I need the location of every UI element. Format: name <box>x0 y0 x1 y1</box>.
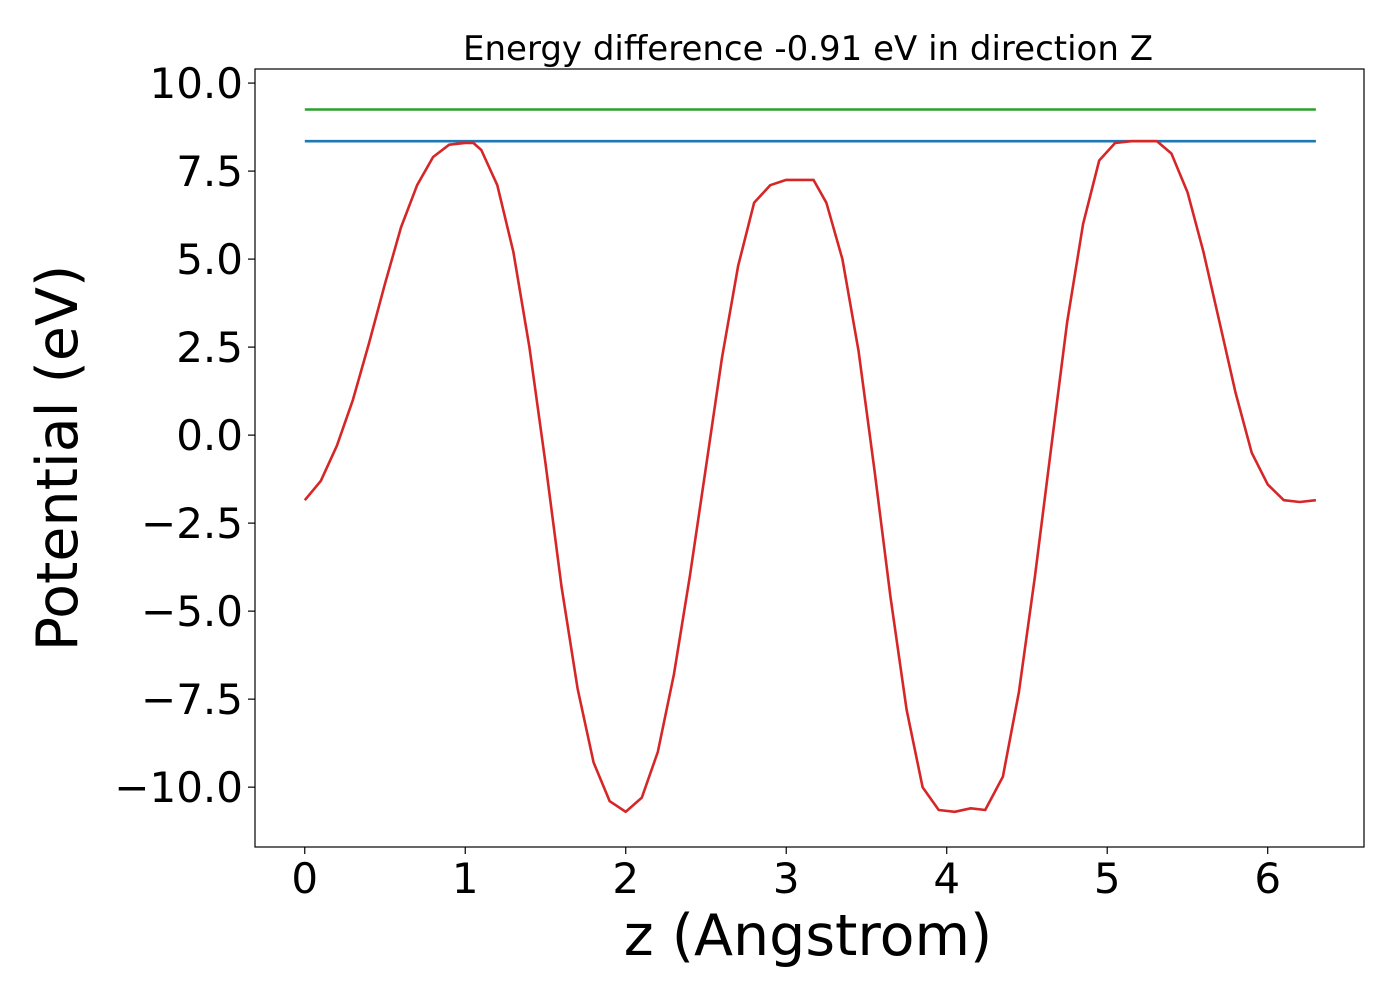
x-tick-label: 6 <box>1254 854 1281 903</box>
plot-area <box>254 68 1365 848</box>
plot-frame <box>254 68 1365 848</box>
x-axis: 0 1 2 3 4 5 6 <box>291 847 1281 903</box>
chart-title: Energy difference -0.91 eV in direction … <box>463 29 1153 69</box>
y-axis-label: Potential (eV) <box>25 265 91 651</box>
y-tick-label: −5.0 <box>141 587 243 636</box>
y-tick-label: 5.0 <box>176 235 243 284</box>
y-tick-label: −10.0 <box>114 763 243 812</box>
series-line-3 <box>303 139 1317 814</box>
x-tick-label: 2 <box>612 854 639 903</box>
y-tick-label: −2.5 <box>141 499 243 548</box>
y-axis: −10.0 −7.5 −5.0 −2.5 0.0 2.5 5.0 7.5 10.0 <box>114 59 255 812</box>
y-tick-label: 2.5 <box>176 323 243 372</box>
x-tick-label: 0 <box>291 854 318 903</box>
x-tick-label: 3 <box>773 854 800 903</box>
x-tick-label: 1 <box>452 854 479 903</box>
x-tick-label: 5 <box>1094 854 1121 903</box>
x-tick-label: 4 <box>933 854 960 903</box>
y-tick-label: 10.0 <box>149 59 243 108</box>
y-tick-label: −7.5 <box>141 675 243 724</box>
x-axis-label: z (Angstrom) <box>624 903 992 969</box>
y-tick-label: 0.0 <box>176 411 243 460</box>
y-tick-label: 7.5 <box>176 147 243 196</box>
